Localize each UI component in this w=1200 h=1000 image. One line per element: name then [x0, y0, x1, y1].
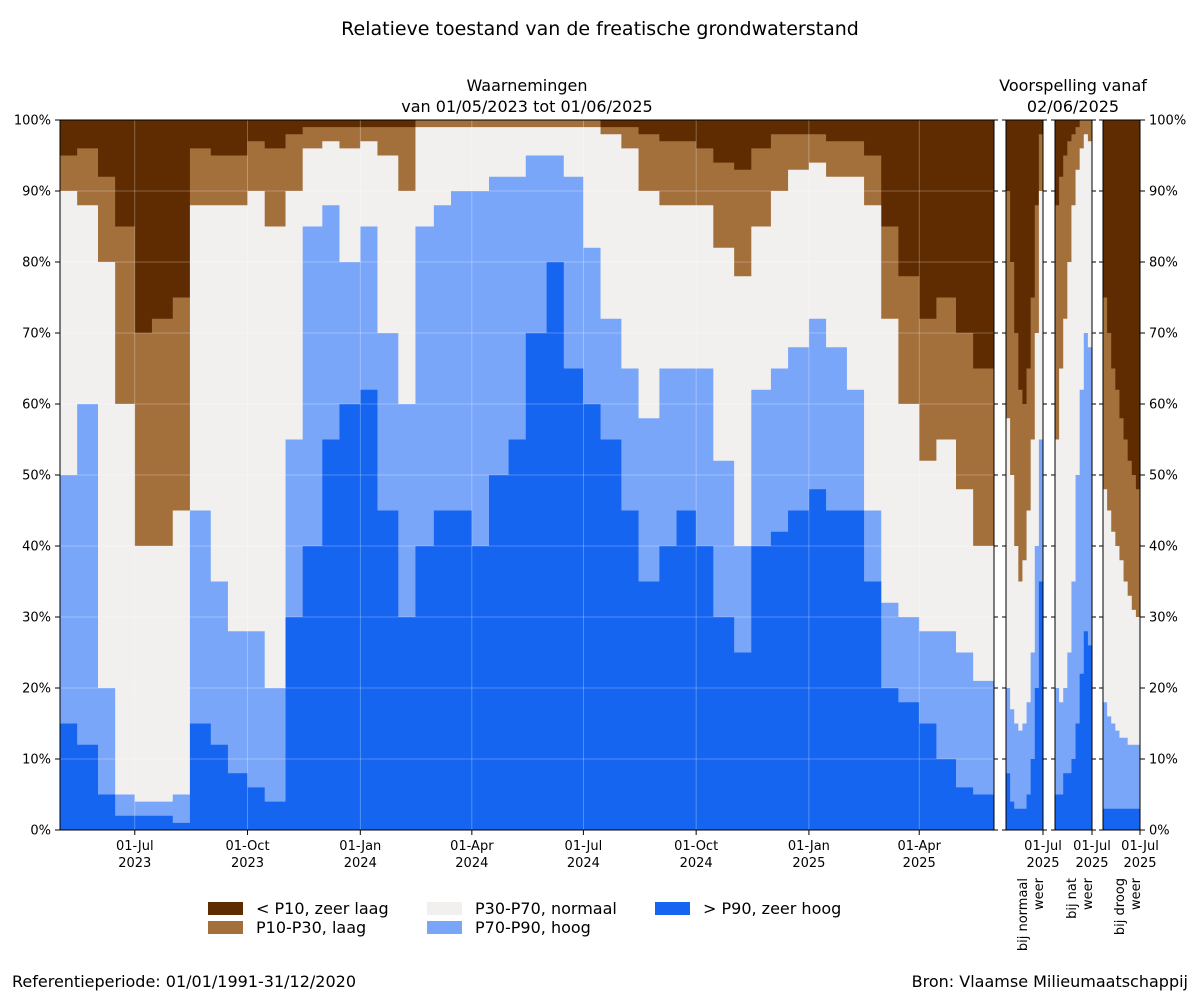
fc-layer-p90-zeer-hoog [1055, 631, 1092, 830]
fc-layer-p70-p90-hoog [1103, 702, 1140, 830]
observations-area [60, 120, 994, 831]
ytick-label-right: 50% [1149, 469, 1178, 484]
xtick-label-month: 01-Oct [674, 839, 718, 854]
forecast-title-line1: Voorspelling vanaf [999, 76, 1147, 95]
ytick-label-right: 80% [1149, 256, 1178, 271]
source-credit: Bron: Vlaamse Milieumaatschappij [911, 972, 1188, 991]
forecast-title-line2: 02/06/2025 [1027, 97, 1119, 116]
ytick-label-left: 0% [30, 824, 51, 839]
ytick-label-left: 100% [14, 114, 51, 129]
scenario-label-line2: weer [1081, 877, 1096, 910]
legend-swatch [208, 921, 243, 934]
ytick-label-right: 30% [1149, 611, 1178, 626]
xtick-label-month: 01-Oct [225, 839, 269, 854]
ytick-label-right: 0% [1149, 824, 1170, 839]
fc-layer-p90-zeer-hoog [1006, 581, 1043, 830]
fc-layer-p70-p90-hoog [1006, 439, 1043, 830]
xtick-label-year: 2024 [567, 856, 600, 871]
ytick-label-left: 70% [22, 327, 51, 342]
xtick-label-year: 2024 [455, 856, 488, 871]
fc-xtick-label-year: 2025 [1026, 856, 1059, 871]
fc-layer-p90-zeer-hoog [1103, 808, 1140, 830]
legend-label: > P90, zeer hoog [703, 899, 841, 918]
xtick-label-year: 2024 [344, 856, 377, 871]
obs-title-line1: Waarnemingen [467, 76, 588, 95]
xtick-label-year: 2023 [231, 856, 264, 871]
xtick-label-month: 01-Apr [898, 839, 942, 854]
xtick-label-month: 01-Jan [788, 839, 830, 854]
legend-swatch [427, 921, 462, 934]
chart-title: Relatieve toestand van de freatische gro… [341, 18, 859, 40]
obs-title-line2: van 01/05/2023 tot 01/06/2025 [401, 97, 652, 116]
ytick-label-right: 70% [1149, 327, 1178, 342]
xtick-label-year: 2024 [680, 856, 713, 871]
ytick-label-right: 100% [1149, 114, 1186, 129]
ytick-label-left: 80% [22, 256, 51, 271]
axes: 0% 0% 10% 10% 20% 20% 30% 30% 40% 40% 50% 50% 60% 60%… [14, 114, 1186, 952]
ytick-label-right: 90% [1149, 185, 1178, 200]
scenario-label-line2: weer [1032, 877, 1047, 910]
fc-xtick-label-year: 2025 [1075, 856, 1108, 871]
legend-swatch [208, 902, 243, 915]
xtick-label-month: 01-Jul [565, 839, 603, 854]
ytick-label-left: 60% [22, 398, 51, 413]
fc-xtick-label-month: 01-Jul [1073, 839, 1111, 854]
layer-p90-zeer-hoog [60, 262, 994, 830]
forecast-panel-0 [1006, 120, 1043, 830]
fc-xtick-label-year: 2025 [1123, 856, 1156, 871]
legend-label: < P10, zeer laag [256, 899, 389, 918]
forecast-panel-2 [1103, 120, 1140, 830]
ytick-label-right: 60% [1149, 398, 1178, 413]
legend-swatch [655, 902, 690, 915]
xtick-label-year: 2025 [903, 856, 936, 871]
fc-xtick-label-month: 01-Jul [1121, 839, 1159, 854]
ytick-label-right: 20% [1149, 682, 1178, 697]
scenario-label-line1: bij nat [1065, 878, 1080, 919]
scenario-label-line1: bij droog [1113, 878, 1128, 935]
legend-swatch [427, 902, 462, 915]
ytick-label-left: 30% [22, 611, 51, 626]
scenario-label-line2: weer [1129, 877, 1144, 910]
legend-label: P70-P90, hoog [475, 918, 591, 937]
ytick-label-right: 10% [1149, 753, 1178, 768]
forecast-panel-1 [1055, 120, 1092, 830]
fc-xtick-label-month: 01-Jul [1024, 839, 1062, 854]
ytick-label-left: 50% [22, 469, 51, 484]
ytick-label-left: 10% [22, 753, 51, 768]
xtick-label-year: 2025 [792, 856, 825, 871]
legend-label: P10-P30, laag [256, 918, 366, 937]
forecast-area [1006, 120, 1140, 830]
ytick-label-left: 20% [22, 682, 51, 697]
xtick-label-month: 01-Jan [339, 839, 381, 854]
ytick-label-left: 40% [22, 540, 51, 555]
xtick-label-month: 01-Apr [450, 839, 494, 854]
legend-label: P30-P70, normaal [475, 899, 617, 918]
xtick-label-month: 01-Jul [116, 839, 154, 854]
reference-period: Referentieperiode: 01/01/1991-31/12/2020 [12, 972, 356, 991]
ytick-label-left: 90% [22, 185, 51, 200]
xtick-label-year: 2023 [118, 856, 151, 871]
ytick-label-right: 40% [1149, 540, 1178, 555]
scenario-label-line1: bij normaal [1016, 878, 1031, 951]
